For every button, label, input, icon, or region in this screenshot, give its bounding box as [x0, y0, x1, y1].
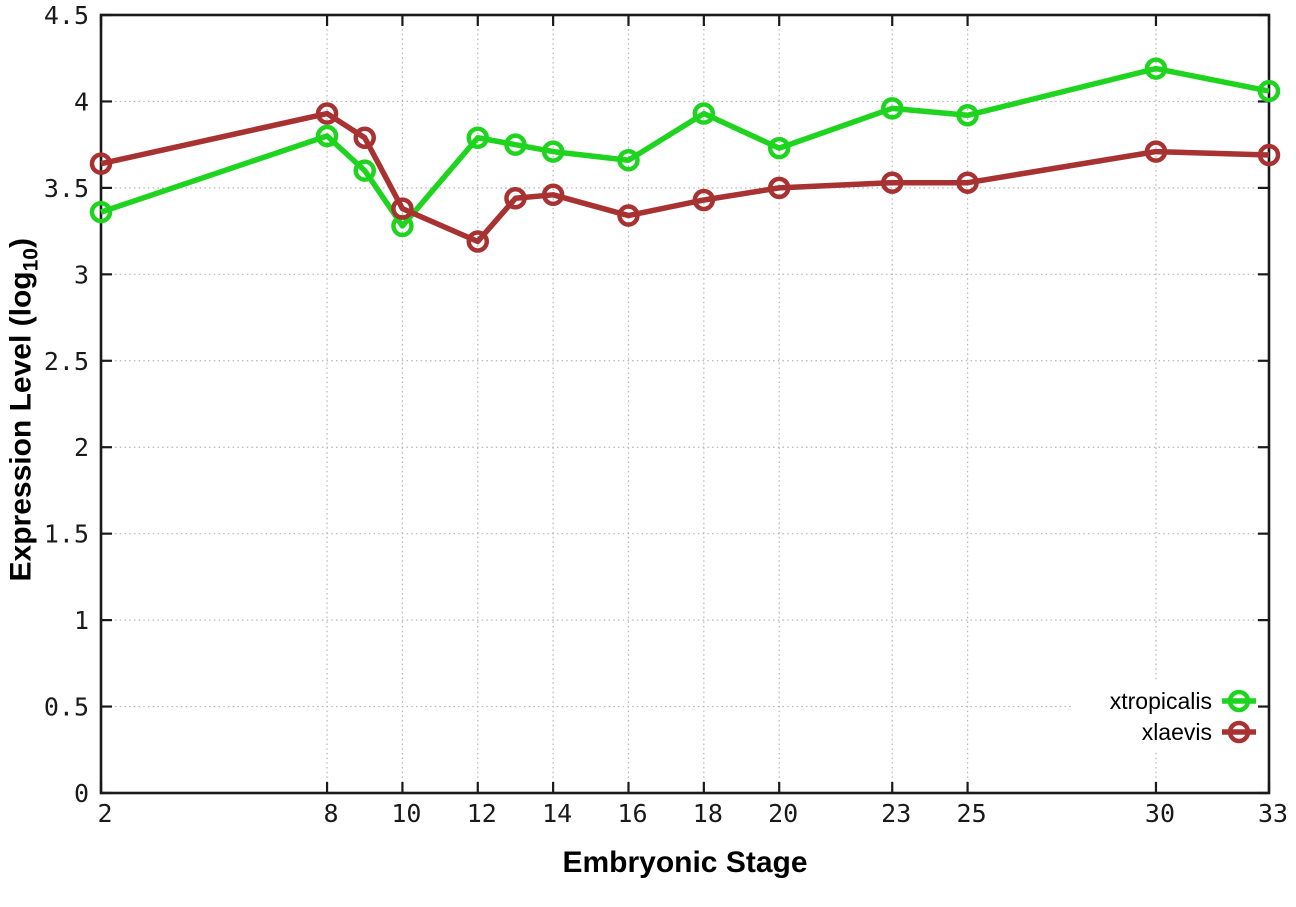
- y-axis-title-subscript: 10: [19, 248, 43, 272]
- data-point-xlaevis: [1257, 143, 1281, 167]
- data-point-xtropicalis: [315, 124, 339, 148]
- y-axis-title-suffix: ): [4, 238, 38, 249]
- legend-marker-xtropicalis: [1227, 689, 1251, 713]
- y-axis-title: Expression Level (log10): [4, 238, 44, 582]
- data-point-xlaevis: [617, 204, 640, 227]
- x-tick-label: 14: [542, 799, 572, 828]
- data-point-xlaevis: [880, 171, 904, 194]
- x-tick-label: 8: [324, 799, 339, 828]
- x-tick-label: 16: [617, 799, 647, 828]
- y-tick-label: 3.5: [44, 174, 89, 203]
- data-point-xtropicalis: [504, 133, 527, 156]
- data-point-xtropicalis: [541, 140, 565, 163]
- data-point-xlaevis: [1144, 140, 1168, 163]
- x-tick-label: 10: [391, 799, 421, 828]
- y-tick-label: 2: [74, 433, 89, 462]
- y-tick-label: 0: [74, 779, 89, 808]
- data-point-xtropicalis: [767, 136, 791, 160]
- y-tick-label: 4.5: [44, 1, 89, 30]
- data-point-xlaevis: [956, 171, 979, 194]
- data-point-xtropicalis: [89, 200, 113, 224]
- x-axis-title: Embryonic Stage: [562, 846, 808, 879]
- x-tick-label: 18: [693, 799, 723, 828]
- x-tick-label: 33: [1258, 799, 1288, 828]
- data-point-xlaevis: [767, 176, 791, 200]
- plot-border: [99, 13, 1271, 795]
- legend-marker-xlaevis: [1227, 720, 1251, 744]
- series-line-xlaevis: [100, 110, 1270, 245]
- y-tick-label: 0.5: [44, 693, 89, 722]
- x-tick-label: 12: [467, 799, 497, 828]
- data-point-xlaevis: [315, 102, 339, 125]
- data-point-xtropicalis: [692, 102, 716, 125]
- y-tick-label: 1.5: [44, 520, 89, 549]
- data-point-xlaevis: [541, 183, 565, 207]
- data-point-xtropicalis: [353, 159, 376, 182]
- data-point-xlaevis: [504, 187, 527, 210]
- x-tick-label: 30: [1145, 799, 1175, 828]
- data-point-xtropicalis: [956, 104, 979, 127]
- x-tick-label: 25: [957, 799, 987, 828]
- data-point-xtropicalis: [466, 126, 490, 150]
- x-tick-label: 20: [768, 799, 798, 828]
- y-axis-title-text: Expression Level (log: [4, 271, 38, 582]
- y-tick-label: 3: [74, 260, 89, 289]
- data-point-xtropicalis: [1144, 57, 1168, 80]
- data-point-xtropicalis: [617, 148, 640, 172]
- legend-label-xtropicalis: xtropicalis: [1110, 688, 1212, 714]
- data-point-xtropicalis: [880, 97, 904, 120]
- legend-label-xlaevis: xlaevis: [1142, 719, 1212, 745]
- data-point-xtropicalis: [1257, 79, 1281, 103]
- data-point-xlaevis: [353, 126, 376, 150]
- x-tick-label: 2: [97, 799, 112, 828]
- data-point-xlaevis: [391, 197, 414, 220]
- data-point-xlaevis: [89, 152, 113, 175]
- y-tick-label: 4: [74, 87, 89, 116]
- data-point-xlaevis: [692, 188, 716, 212]
- y-tick-label: 1: [74, 606, 89, 635]
- data-point-xlaevis: [466, 230, 490, 253]
- y-tick-label: 2.5: [44, 347, 89, 376]
- x-tick-label: 23: [881, 799, 911, 828]
